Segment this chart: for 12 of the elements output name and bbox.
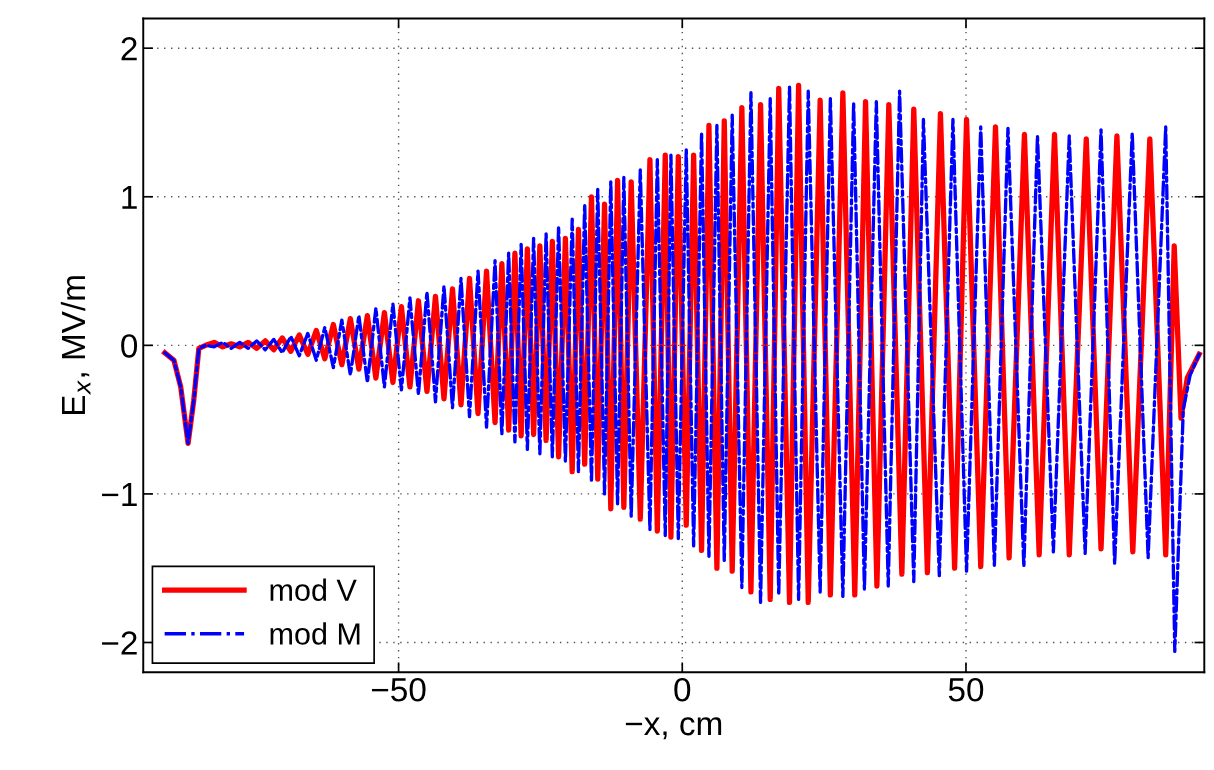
legend-label: mod V xyxy=(270,578,357,602)
legend-label: mod M xyxy=(270,622,360,645)
x-tick-label: 0 xyxy=(674,677,691,702)
x-tick-label: 50 xyxy=(948,677,984,702)
x-axis-title: −x, cm xyxy=(625,717,722,740)
y-axis-title: E$_{x}$, MV/m xyxy=(60,276,91,415)
y-tick-label: 0 xyxy=(121,334,138,358)
y-tick-label: −1 xyxy=(102,483,137,506)
y-tick-label: 1 xyxy=(122,185,137,209)
x-tick-label: −50 xyxy=(371,677,426,702)
y-tick-label: 2 xyxy=(121,37,137,61)
y-tick-label: −2 xyxy=(102,631,137,655)
